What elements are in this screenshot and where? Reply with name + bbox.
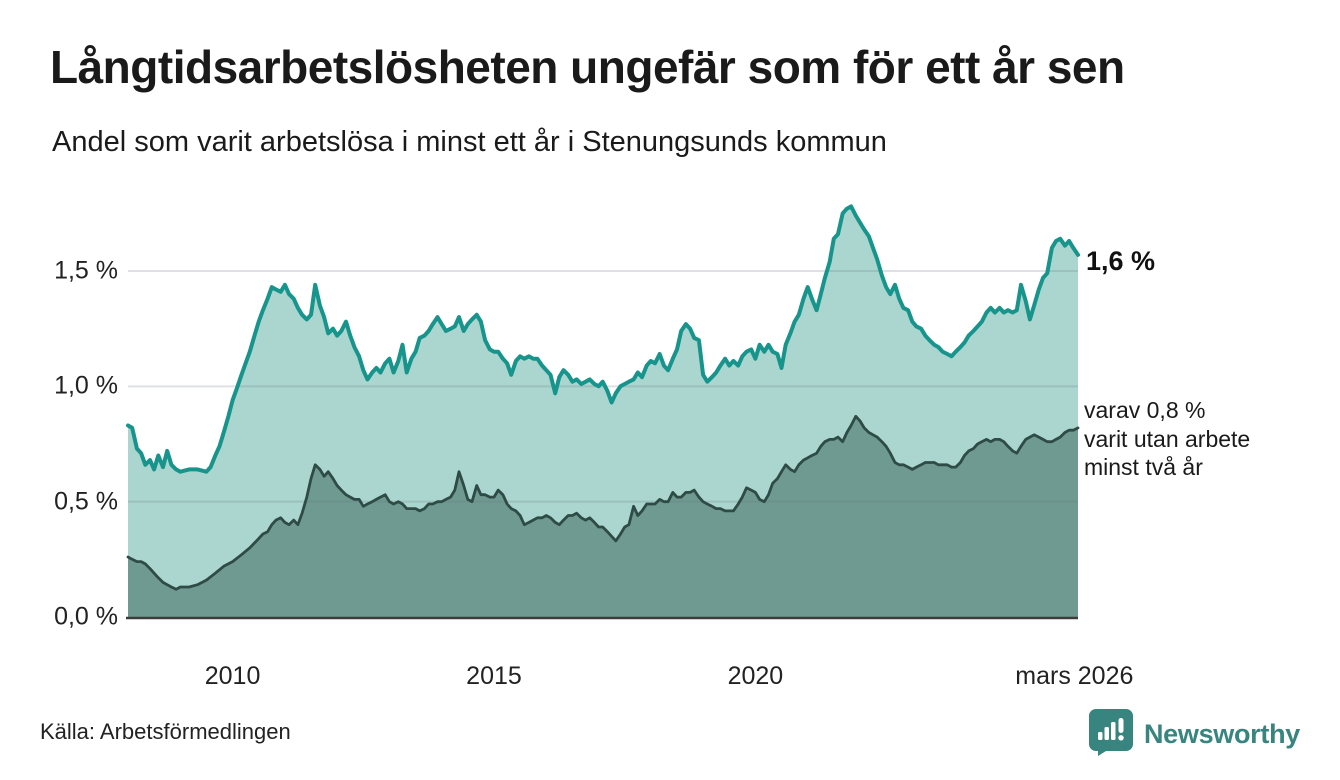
- x-tick-label: 2015: [466, 662, 522, 690]
- y-tick-label: 0,5 %: [54, 487, 118, 516]
- subset-annotation-line-3: minst två år: [1084, 454, 1203, 480]
- x-tick-label: 2010: [204, 662, 261, 690]
- y-tick-label: 1,0 %: [54, 371, 118, 400]
- page-title: Långtidsarbetslösheten ungefär som för e…: [50, 41, 1125, 93]
- y-tick-label: 1,5 %: [54, 256, 118, 285]
- newsworthy-wordmark: Newsworthy: [1143, 718, 1300, 749]
- chart-subtitle: Andel som varit arbetslösa i minst ett å…: [52, 126, 887, 158]
- newsworthy-logo: Newsworthy: [1088, 708, 1300, 761]
- newsworthy-logo-icon: [1088, 708, 1134, 761]
- y-tick-label: 0,0 %: [54, 602, 118, 631]
- x-tick-label: 2020: [727, 662, 784, 690]
- x-tick-label: mars 2026: [1015, 662, 1134, 690]
- subset-annotation-line-1: varav 0,8 %: [1084, 397, 1206, 423]
- series-end-value-label: 1,6 %: [1086, 246, 1156, 276]
- source-credit: Källa: Arbetsförmedlingen: [40, 719, 291, 744]
- subset-series-annotation: varav 0,8 % varit utan arbete minst två …: [1084, 396, 1250, 482]
- subset-annotation-line-2: varit utan arbete: [1084, 425, 1251, 452]
